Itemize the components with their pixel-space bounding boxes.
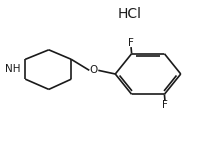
Text: F: F bbox=[163, 100, 168, 110]
Text: O: O bbox=[90, 65, 98, 75]
Text: F: F bbox=[128, 38, 133, 48]
Text: NH: NH bbox=[5, 64, 21, 74]
Text: HCl: HCl bbox=[118, 7, 142, 21]
